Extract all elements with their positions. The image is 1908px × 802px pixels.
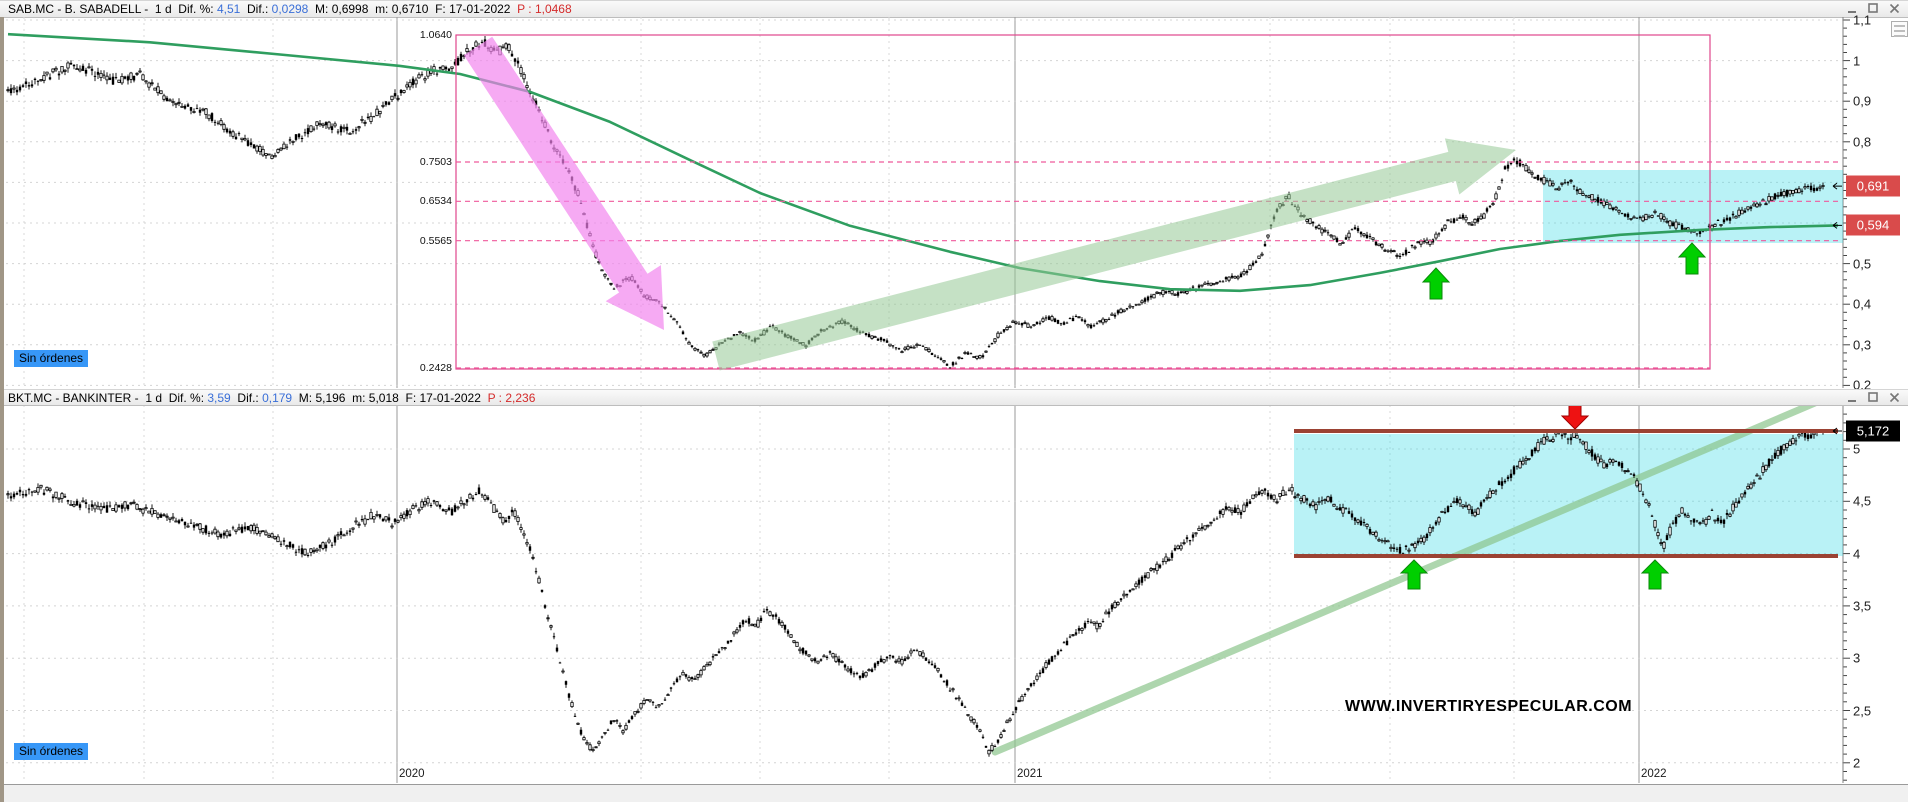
header-segment: 3,59 <box>207 391 231 405</box>
close-icon[interactable] <box>1887 391 1902 404</box>
header-segment: P : 2,236 <box>487 391 536 405</box>
close-icon[interactable] <box>1887 2 1902 15</box>
header-segment: 0,179 <box>262 391 293 405</box>
sab-window-controls <box>1845 2 1902 15</box>
bkt-window-controls <box>1845 391 1902 404</box>
bkt-panel-header[interactable]: BKT.MC - BANKINTER - 1 d Dif. %: 3,59 Di… <box>0 389 1908 406</box>
header-segment: 0,0298 <box>271 2 309 16</box>
header-segment: BKT.MC - BANKINTER - 1 d Dif. %: <box>8 391 208 405</box>
maximize-icon[interactable] <box>1866 391 1881 404</box>
bkt-panel-title: BKT.MC - BANKINTER - 1 d Dif. %: 3,59 Di… <box>8 391 535 405</box>
header-segment: SAB.MC - B. SABADELL - 1 d Dif. %: <box>8 2 217 16</box>
header-segment: Dif.: <box>230 391 263 405</box>
maximize-icon[interactable] <box>1866 2 1881 15</box>
sab-no-orders-badge: Sin órdenes <box>14 350 89 367</box>
time-axis-bar <box>0 784 1908 802</box>
sab-panel-title: SAB.MC - B. SABADELL - 1 d Dif. %: 4,51 … <box>8 2 572 16</box>
header-segment: Dif.: <box>240 2 272 16</box>
header-segment: M: 0,6998 m: 0,6710 F: 17-01-2022 <box>308 2 518 16</box>
bkt-no-orders-badge: Sin órdenes <box>14 743 89 760</box>
header-segment: P : 1,0468 <box>517 2 572 16</box>
header-segment: M: 5,196 m: 5,018 F: 17-01-2022 <box>292 391 488 405</box>
minimize-icon[interactable] <box>1845 2 1860 15</box>
header-segment: 4,51 <box>216 2 241 16</box>
watermark: WWW.INVERTIRYESPECULAR.COM <box>1345 698 1633 715</box>
sab-panel-header[interactable]: SAB.MC - B. SABADELL - 1 d Dif. %: 4,51 … <box>0 0 1908 18</box>
left-border-strip <box>0 17 4 802</box>
minimize-icon[interactable] <box>1845 391 1860 404</box>
chart-properties-icon[interactable] <box>1891 21 1908 37</box>
